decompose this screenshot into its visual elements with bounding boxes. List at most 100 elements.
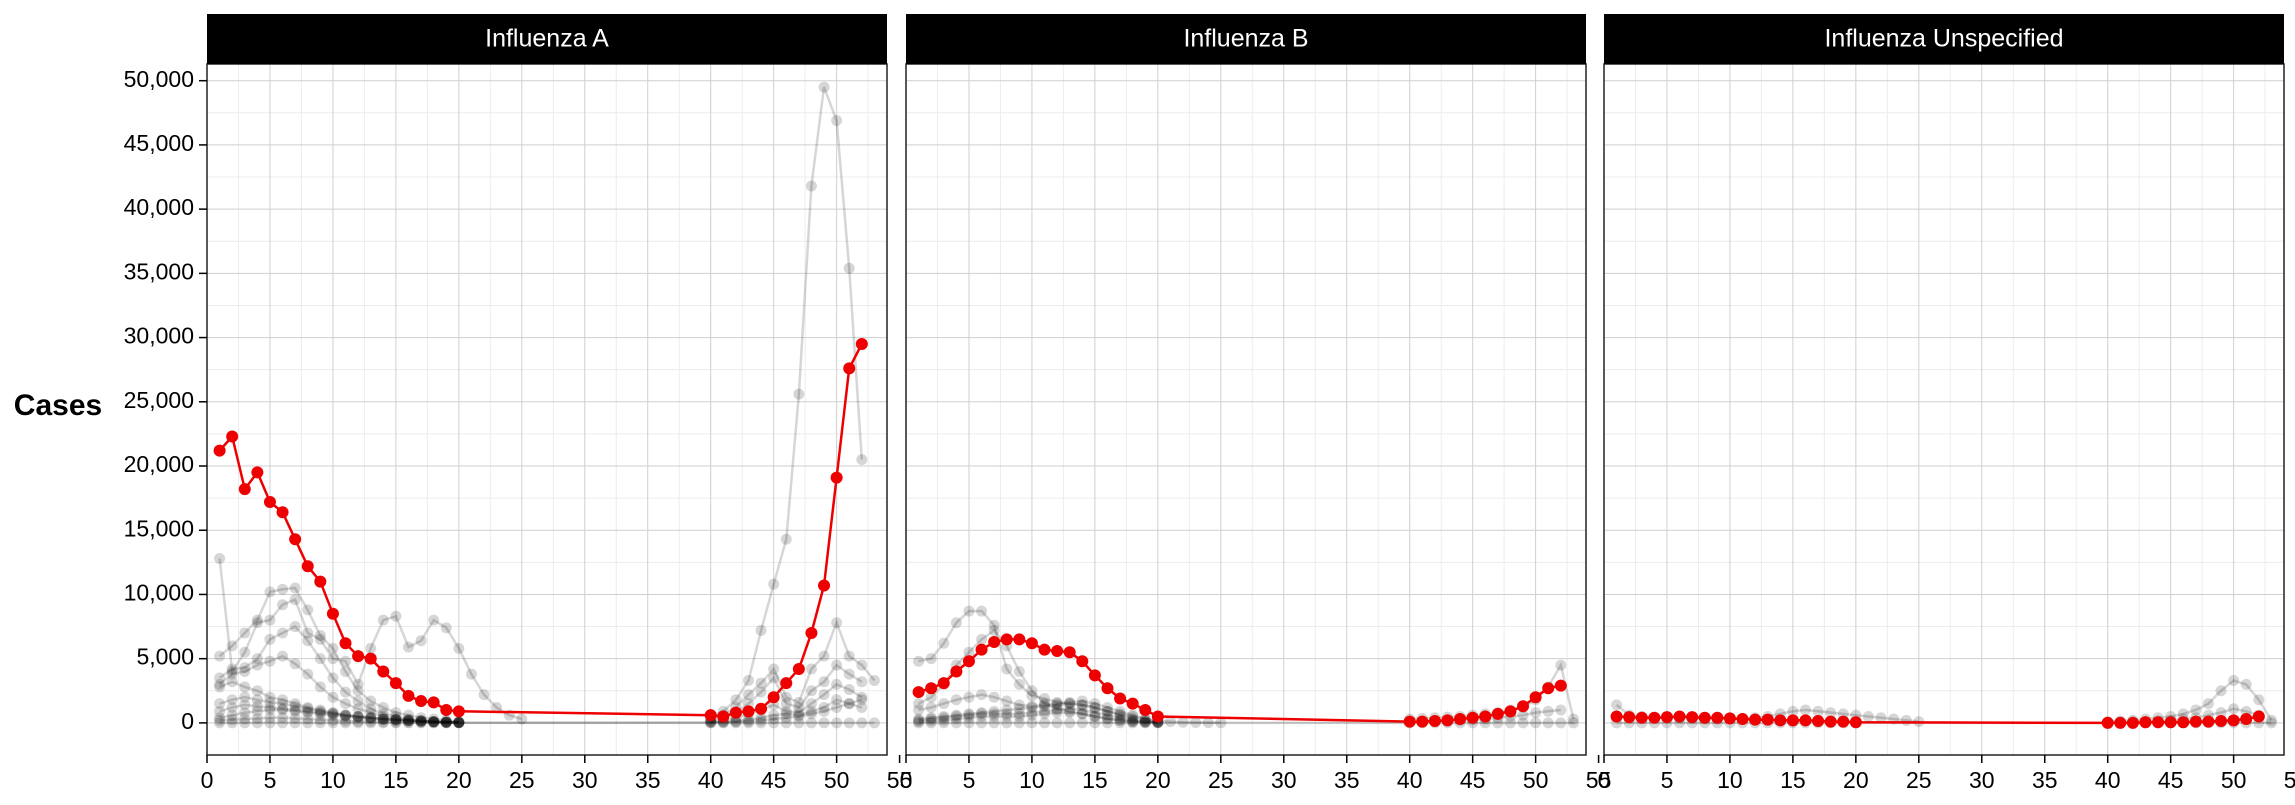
background-series-point [768,709,780,721]
highlight-series-point [975,643,988,656]
background-series-point [302,627,314,639]
background-series-point [780,712,792,724]
highlight-series-point [1504,705,1517,718]
background-series-point [1064,696,1076,708]
background-series-point [465,668,477,680]
x-tick-label: 35 [2032,767,2058,793]
background-series-point [453,717,465,729]
background-series-point [377,714,389,726]
background-series-point [1039,698,1051,710]
highlight-series-point [1554,679,1567,692]
x-tick-label: 30 [1271,767,1297,793]
background-series-point [755,714,767,726]
background-series-point [1064,705,1076,717]
background-series-point [226,701,238,713]
background-series-point [390,710,402,722]
background-series-point [415,712,427,724]
background-series-point [1114,717,1126,729]
background-series-point [1051,717,1063,729]
highlight-series-point [1038,643,1051,656]
background-series-point [453,717,465,729]
background-series-point [264,704,276,716]
background-series-point [314,704,326,716]
background-series-point [1812,705,1824,717]
background-series-point [1001,695,1013,707]
background-series-point [755,686,767,698]
background-series-point [251,653,263,665]
background-series-point [793,710,805,722]
highlight-series-point [1051,644,1064,657]
background-series-point [214,714,226,726]
background-series-point [742,675,754,687]
background-series-point [1013,710,1025,722]
background-series-point [1101,701,1113,713]
highlight-series-point [2252,710,2265,723]
background-series-point [314,633,326,645]
background-series-point [988,705,1000,717]
background-series-point [277,583,289,595]
highlight-series-point [452,705,465,718]
facet-strip-label: Influenza A [485,25,609,53]
background-series-point [768,672,780,684]
highlight-series-point [1441,714,1454,727]
background-series-point [352,710,364,722]
background-series-point [302,707,314,719]
background-series-point [1799,704,1811,716]
highlight-series-point [1013,633,1026,646]
background-series-point [793,696,805,708]
background-series-point [1089,701,1101,713]
background-series-point [1039,700,1051,712]
background-series-point [352,685,364,697]
x-tick-label: 20 [1843,767,1869,793]
background-series-point [428,716,440,728]
background-series-point [289,704,301,716]
background-series-point [314,653,326,665]
background-series-point [805,717,817,729]
background-series-point [440,622,452,634]
background-series-point [1064,698,1076,710]
highlight-series-point [2101,716,2114,729]
background-series-point [1026,685,1038,697]
background-series-point [264,696,276,708]
highlight-series-point [1114,692,1127,705]
background-series-point [950,713,962,725]
background-series-point [340,686,352,698]
x-tick-label: 35 [635,767,661,793]
background-series-point [1013,708,1025,720]
background-series-point [1001,717,1013,729]
facet-strip-label: Influenza Unspecified [1824,25,2063,53]
highlight-series-point [1673,710,1686,723]
background-series-point [2240,678,2252,690]
background-series-point [1051,699,1063,711]
background-series-point [264,712,276,724]
background-series-point [843,650,855,662]
background-series-point [1039,708,1051,720]
background-series-point [818,81,830,93]
highlight-series-point [238,483,251,496]
background-series-point [1089,701,1101,713]
facet-strip-label: Influenza B [1183,25,1308,53]
highlight-series-point [427,696,440,709]
background-series-point [377,713,389,725]
background-series-point [913,716,925,728]
x-tick-label: 0 [201,767,214,793]
highlight-series-point [937,677,950,690]
x-tick-label: 45 [2158,767,2184,793]
background-series-point [1076,699,1088,711]
background-series-point [377,717,389,729]
background-series-point [1076,708,1088,720]
highlight-series-point [1799,714,1812,727]
background-series-point [1114,714,1126,726]
background-series-point [1114,709,1126,721]
background-series-point [402,717,414,729]
background-series-point [289,717,301,729]
background-series-point [831,694,843,706]
panel-background [906,64,1586,755]
highlight-series-point [251,466,264,479]
background-series-point [988,691,1000,703]
background-series-point [453,717,465,729]
background-series-point [402,714,414,726]
background-series-point [214,650,226,662]
y-tick-label: 20,000 [124,451,194,477]
background-series-point [402,714,414,726]
